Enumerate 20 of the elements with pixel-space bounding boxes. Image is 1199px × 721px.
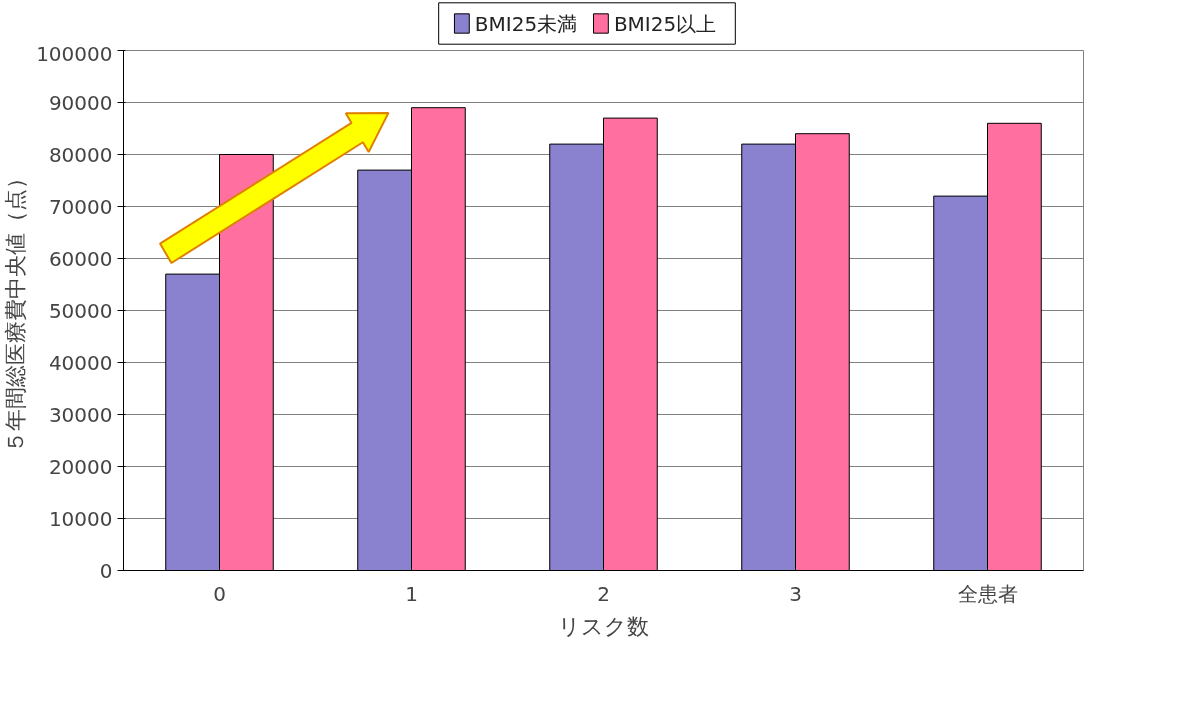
legend-label: BMI25未満	[474, 11, 578, 36]
y-tick-label: 10000	[48, 506, 113, 531]
y-tick-label: 80000	[48, 142, 113, 167]
y-tick-label: 60000	[48, 246, 113, 271]
x-tick-label: 全患者	[957, 581, 1018, 606]
y-tick-label: 50000	[48, 298, 113, 323]
y-tick-label: 30000	[48, 402, 113, 427]
y-axis-title: ５年間総医療費中央値（点）	[3, 167, 29, 454]
x-tick-label: 1	[405, 581, 418, 606]
y-tick-label: 90000	[48, 90, 113, 115]
x-axis-title: リスク数	[558, 613, 649, 639]
y-tick-label: 70000	[48, 194, 113, 219]
y-tick-label: 40000	[48, 350, 113, 375]
x-tick-label: 3	[789, 581, 802, 606]
x-tick-label: 2	[597, 581, 610, 606]
x-tick-label: 0	[213, 581, 226, 606]
y-tick-label: 20000	[48, 454, 113, 479]
legend-label: BMI25以上	[613, 11, 717, 36]
y-tick-label: 0	[99, 558, 113, 583]
y-tick-label: 100000	[36, 41, 113, 66]
